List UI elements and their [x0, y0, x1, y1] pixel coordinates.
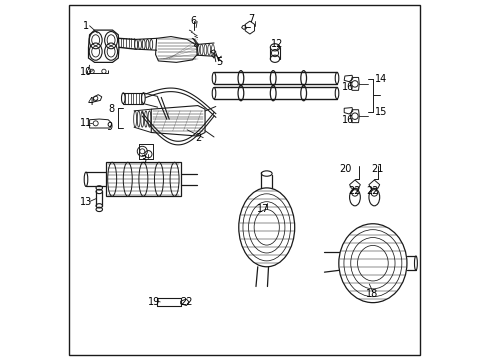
Text: 10: 10: [80, 67, 92, 77]
Text: 22: 22: [348, 186, 361, 197]
Text: 5: 5: [216, 57, 222, 67]
Text: 12: 12: [270, 40, 283, 49]
Text: 2: 2: [194, 133, 201, 143]
Text: 11: 11: [80, 118, 92, 128]
Text: 14: 14: [374, 74, 386, 84]
Text: 17: 17: [256, 204, 269, 215]
Text: 19: 19: [148, 297, 160, 307]
Text: 20: 20: [339, 164, 351, 174]
Text: 15: 15: [374, 107, 386, 117]
Text: 16: 16: [341, 115, 353, 125]
Text: 16: 16: [341, 82, 353, 92]
Text: 13: 13: [80, 197, 92, 207]
Text: 7: 7: [248, 14, 254, 24]
Text: 4: 4: [88, 97, 94, 107]
Text: 22: 22: [180, 297, 192, 307]
Text: 18: 18: [365, 289, 377, 299]
Text: 21: 21: [371, 164, 383, 174]
Text: 3: 3: [140, 155, 146, 165]
Text: 1: 1: [82, 21, 88, 31]
Text: 8: 8: [108, 104, 114, 114]
Text: 22: 22: [366, 186, 378, 197]
Text: 6: 6: [190, 17, 196, 27]
Text: 9: 9: [106, 122, 112, 132]
